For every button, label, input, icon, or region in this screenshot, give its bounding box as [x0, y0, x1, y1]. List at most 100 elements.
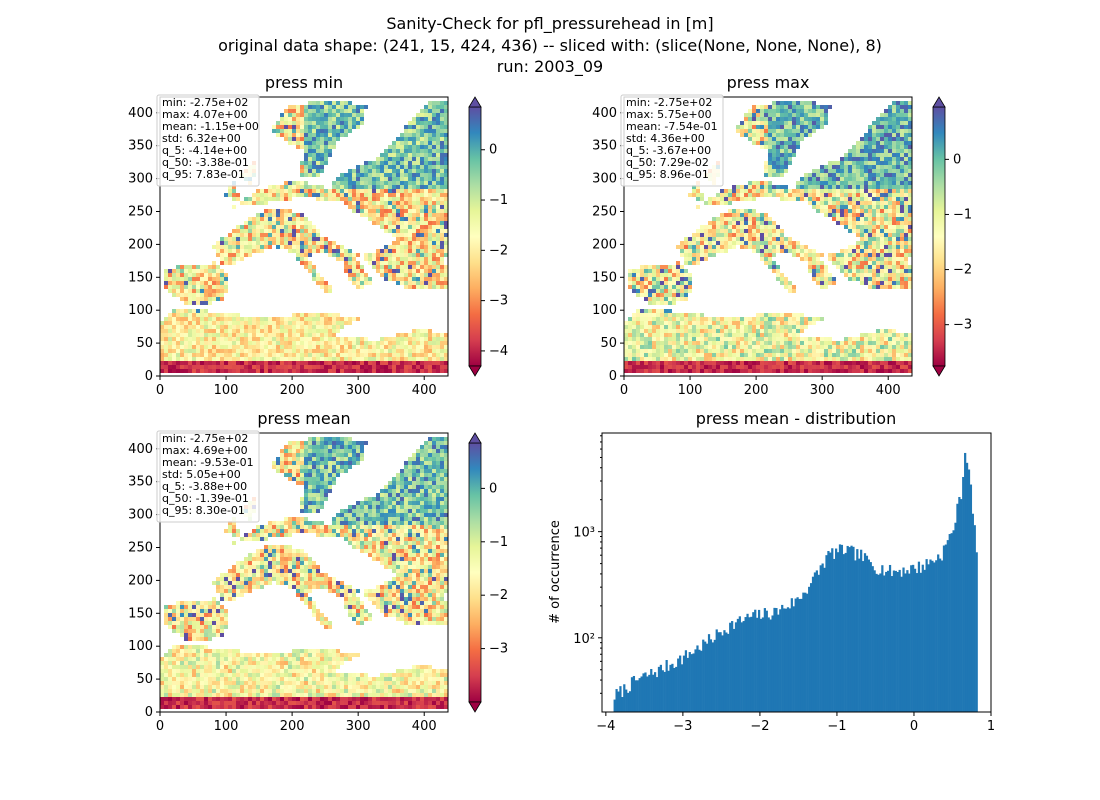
map-pixel [896, 133, 900, 137]
map-pixel [896, 229, 900, 233]
map-pixel [400, 193, 404, 197]
map-pixel [316, 157, 320, 161]
map-pixel [264, 341, 268, 345]
map-pixel [824, 285, 828, 289]
map-pixel [412, 253, 416, 257]
map-pixel [880, 185, 884, 189]
map-pixel [680, 273, 684, 277]
map-pixel [408, 169, 412, 173]
map-pixel [784, 317, 788, 321]
map-pixel [328, 149, 332, 153]
map-pixel [672, 329, 676, 333]
map-pixel [876, 185, 880, 189]
map-pixel [264, 193, 268, 197]
map-pixel [388, 169, 392, 173]
map-pixel [732, 209, 736, 213]
map-pixel [384, 165, 388, 169]
map-pixel [180, 349, 184, 353]
map-pixel [772, 145, 776, 149]
map-pixel [352, 349, 356, 353]
map-pixel [800, 193, 804, 197]
map-pixel [408, 333, 412, 337]
map-pixel [824, 185, 828, 189]
map-pixel [864, 273, 868, 277]
map-pixel [792, 337, 796, 341]
map-pixel [436, 209, 440, 213]
map-pixel [652, 337, 656, 341]
map-pixel [908, 249, 912, 253]
map-pixel [876, 233, 880, 237]
map-pixel [396, 277, 400, 281]
map-pixel [232, 365, 236, 369]
map-pixel [908, 193, 912, 197]
map-pixel [708, 201, 712, 205]
map-pixel [868, 169, 872, 173]
map-pixel [164, 321, 168, 325]
map-pixel [624, 353, 628, 357]
map-pixel [824, 177, 828, 181]
map-pixel [312, 229, 316, 233]
map-pixel [812, 353, 816, 357]
map-pixel [892, 125, 896, 129]
map-pixel [700, 249, 704, 253]
map-pixel [812, 185, 816, 189]
map-pixel [876, 181, 880, 185]
map-pixel [876, 341, 880, 345]
map-pixel [708, 337, 712, 341]
map-pixel [420, 281, 424, 285]
map-pixel [816, 277, 820, 281]
map-pixel [328, 317, 332, 321]
map-pixel [852, 229, 856, 233]
map-pixel [836, 201, 840, 205]
map-pixel [288, 113, 292, 117]
map-pixel [380, 353, 384, 357]
map-pixel [872, 213, 876, 217]
map-pixel [220, 249, 224, 253]
map-pixel [280, 229, 284, 233]
map-pixel [712, 217, 716, 221]
stat-q95: q_95: 7.83e-01 [162, 168, 245, 181]
panel-title-press-max: press max [727, 73, 810, 92]
map-pixel [836, 173, 840, 177]
map-pixel [300, 257, 304, 261]
map-pixel [312, 269, 316, 273]
map-pixel [864, 261, 868, 265]
map-pixel [792, 117, 796, 121]
map-pixel [428, 181, 432, 185]
map-pixel [692, 193, 696, 197]
map-pixel [832, 197, 836, 201]
map-pixel [232, 357, 236, 361]
map-pixel [256, 241, 260, 245]
map-pixel [296, 117, 300, 121]
map-pixel [356, 205, 360, 209]
map-pixel [216, 369, 220, 373]
map-pixel [164, 341, 168, 345]
map-pixel [296, 217, 300, 221]
map-pixel [236, 253, 240, 257]
map-pixel [896, 217, 900, 221]
map-pixel [184, 289, 188, 293]
map-pixel [184, 341, 188, 345]
map-pixel [280, 349, 284, 353]
map-pixel [344, 109, 348, 113]
map-pixel [324, 113, 328, 117]
map-pixel [860, 345, 864, 349]
map-pixel [840, 221, 844, 225]
map-pixel [340, 357, 344, 361]
map-pixel [168, 353, 172, 357]
map-pixel [444, 121, 448, 125]
map-pixel [888, 345, 892, 349]
map-pixel [772, 121, 776, 125]
map-pixel [216, 337, 220, 341]
map-pixel [820, 277, 824, 281]
map-pixel [832, 349, 836, 353]
map-pixel [172, 329, 176, 333]
map-pixel [356, 273, 360, 277]
map-pixel [840, 253, 844, 257]
map-pixel [780, 229, 784, 233]
map-pixel [712, 333, 716, 337]
map-pixel [852, 245, 856, 249]
map-pixel [292, 329, 296, 333]
map-pixel [396, 137, 400, 141]
map-pixel [896, 169, 900, 173]
